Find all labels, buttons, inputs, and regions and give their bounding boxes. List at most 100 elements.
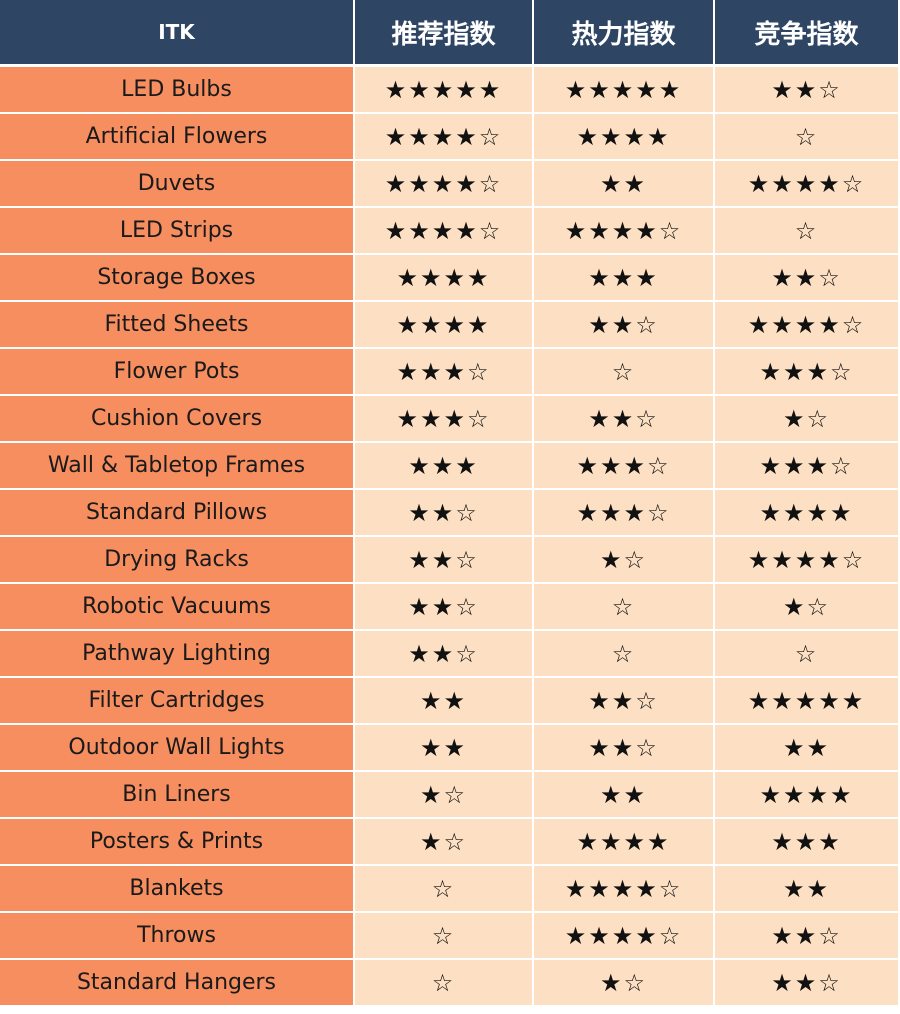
recommend-stars-cell: ★★★☆ (354, 348, 534, 396)
competition-stars-cell: ☆ (714, 207, 898, 255)
table-row: Standard Pillows ★★☆ ★★★☆ ★★★★ (0, 489, 898, 537)
competition-stars-cell: ★★ (714, 865, 898, 913)
competition-stars-cell: ★★★★☆ (714, 160, 898, 208)
heat-stars-cell: ★★ (533, 160, 715, 208)
product-name-cell: Standard Hangers (0, 959, 355, 1005)
table-row: Throws ☆ ★★★★☆ ★★☆ (0, 912, 898, 960)
competition-stars-cell: ★★★★★ (714, 677, 898, 725)
product-name-cell: LED Strips (0, 207, 355, 255)
recommend-stars-cell: ★★☆ (354, 630, 534, 678)
recommend-stars-cell: ★★★★☆ (354, 113, 534, 161)
table-row: Pathway Lighting ★★☆ ☆ ☆ (0, 630, 898, 678)
product-name-cell: Artificial Flowers (0, 113, 355, 161)
table-row: Bin Liners ★☆ ★★ ★★★★ (0, 771, 898, 819)
competition-stars-cell: ★★★★☆ (714, 301, 898, 349)
competition-stars-cell: ☆ (714, 630, 898, 678)
heat-stars-cell: ☆ (533, 348, 715, 396)
competition-stars-cell: ★★★☆ (714, 348, 898, 396)
table-row: Artificial Flowers ★★★★☆ ★★★★ ☆ (0, 113, 898, 161)
table-row: Filter Cartridges ★★ ★★☆ ★★★★★ (0, 677, 898, 725)
recommend-stars-cell: ☆ (354, 959, 534, 1005)
product-name-cell: Wall & Tabletop Frames (0, 442, 355, 490)
heat-stars-cell: ★★★★☆ (533, 912, 715, 960)
recommend-stars-cell: ★★★☆ (354, 395, 534, 443)
recommend-stars-cell: ★☆ (354, 818, 534, 866)
competition-stars-cell: ★★☆ (714, 959, 898, 1005)
header-heat-index: 热力指数 (533, 0, 715, 67)
heat-stars-cell: ★★☆ (533, 724, 715, 772)
heat-stars-cell: ★★★ (533, 254, 715, 302)
recommend-stars-cell: ★★★★★ (354, 65, 534, 114)
recommend-stars-cell: ★★★★ (354, 254, 534, 302)
product-name-cell: Throws (0, 912, 355, 960)
recommend-stars-cell: ★★★ (354, 442, 534, 490)
competition-stars-cell: ★★☆ (714, 912, 898, 960)
table-row: Wall & Tabletop Frames ★★★ ★★★☆ ★★★☆ (0, 442, 898, 490)
header-itk: ITK (0, 0, 355, 67)
product-name-cell: Bin Liners (0, 771, 355, 819)
recommend-stars-cell: ★☆ (354, 771, 534, 819)
product-name-cell: Drying Racks (0, 536, 355, 584)
product-name-cell: Outdoor Wall Lights (0, 724, 355, 772)
competition-stars-cell: ★★☆ (714, 254, 898, 302)
header-competition-index: 竞争指数 (714, 0, 898, 67)
recommend-stars-cell: ☆ (354, 865, 534, 913)
product-name-cell: Standard Pillows (0, 489, 355, 537)
heat-stars-cell: ★★★★☆ (533, 865, 715, 913)
competition-stars-cell: ★★ (714, 724, 898, 772)
recommend-stars-cell: ★★☆ (354, 536, 534, 584)
competition-stars-cell: ★☆ (714, 583, 898, 631)
competition-stars-cell: ★★★ (714, 818, 898, 866)
table-row: Duvets ★★★★☆ ★★ ★★★★☆ (0, 160, 898, 208)
product-name-cell: Robotic Vacuums (0, 583, 355, 631)
product-name-cell: Cushion Covers (0, 395, 355, 443)
recommend-stars-cell: ★★☆ (354, 583, 534, 631)
competition-stars-cell: ☆ (714, 113, 898, 161)
table-row: Drying Racks ★★☆ ★☆ ★★★★☆ (0, 536, 898, 584)
recommend-stars-cell: ★★ (354, 724, 534, 772)
heat-stars-cell: ★★☆ (533, 677, 715, 725)
table-row: Fitted Sheets ★★★★ ★★☆ ★★★★☆ (0, 301, 898, 349)
table-row: Robotic Vacuums ★★☆ ☆ ★☆ (0, 583, 898, 631)
product-name-cell: Fitted Sheets (0, 301, 355, 349)
heat-stars-cell: ☆ (533, 583, 715, 631)
recommend-stars-cell: ★★★★☆ (354, 207, 534, 255)
competition-stars-cell: ★★★★ (714, 489, 898, 537)
heat-stars-cell: ★★☆ (533, 395, 715, 443)
heat-stars-cell: ★★☆ (533, 301, 715, 349)
product-name-cell: Filter Cartridges (0, 677, 355, 725)
product-name-cell: Posters & Prints (0, 818, 355, 866)
product-name-cell: Flower Pots (0, 348, 355, 396)
heat-stars-cell: ★★★★★ (533, 65, 715, 114)
product-name-cell: Storage Boxes (0, 254, 355, 302)
competition-stars-cell: ★★★★☆ (714, 536, 898, 584)
heat-stars-cell: ☆ (533, 630, 715, 678)
heat-stars-cell: ★★★☆ (533, 489, 715, 537)
header-recommend-index: 推荐指数 (354, 0, 534, 67)
heat-stars-cell: ★★★★ (533, 818, 715, 866)
product-name-cell: Duvets (0, 160, 355, 208)
recommend-stars-cell: ★★☆ (354, 489, 534, 537)
product-name-cell: Pathway Lighting (0, 630, 355, 678)
product-name-cell: LED Bulbs (0, 65, 355, 114)
header-row: ITK 推荐指数 热力指数 竞争指数 (0, 0, 898, 67)
table-row: Posters & Prints ★☆ ★★★★ ★★★ (0, 818, 898, 866)
heat-stars-cell: ★☆ (533, 536, 715, 584)
table-row: Storage Boxes ★★★★ ★★★ ★★☆ (0, 254, 898, 302)
competition-stars-cell: ★☆ (714, 395, 898, 443)
competition-stars-cell: ★★★★ (714, 771, 898, 819)
table-row: LED Strips ★★★★☆ ★★★★☆ ☆ (0, 207, 898, 255)
competition-stars-cell: ★★☆ (714, 65, 898, 114)
competition-stars-cell: ★★★☆ (714, 442, 898, 490)
heat-stars-cell: ★★★★ (533, 113, 715, 161)
table-row: Cushion Covers ★★★☆ ★★☆ ★☆ (0, 395, 898, 443)
recommend-stars-cell: ☆ (354, 912, 534, 960)
table-row: LED Bulbs ★★★★★ ★★★★★ ★★☆ (0, 65, 898, 114)
heat-stars-cell: ★☆ (533, 959, 715, 1005)
table-body: LED Bulbs ★★★★★ ★★★★★ ★★☆ Artificial Flowers… (0, 65, 898, 1005)
table-row: Flower Pots ★★★☆ ☆ ★★★☆ (0, 348, 898, 396)
table-row: Standard Hangers ☆ ★☆ ★★☆ (0, 959, 898, 1005)
heat-stars-cell: ★★★★☆ (533, 207, 715, 255)
product-name-cell: Blankets (0, 865, 355, 913)
